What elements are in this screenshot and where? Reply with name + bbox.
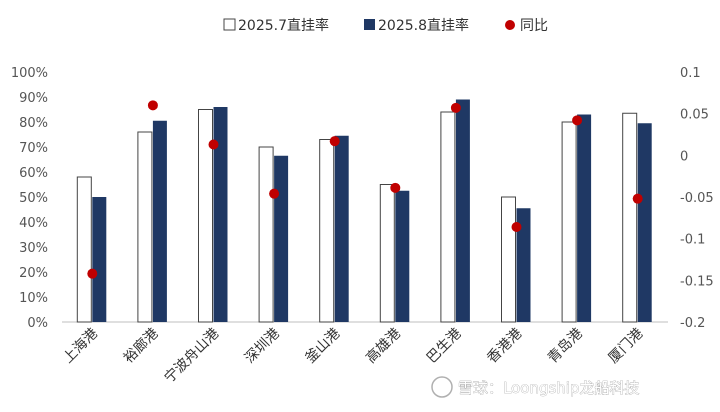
category-labels: 上海港 裕廊港 宁波舟山港 深圳港 釜山港 高雄港 巴生港 香港港 青岛港 厦门港 (60, 325, 646, 387)
yoy-point (329, 136, 340, 147)
bar-2025-8 (274, 155, 289, 322)
watermark-text: 雪球：Loongship龙船科技 (458, 379, 640, 397)
yoy-point (269, 188, 280, 199)
legend-swatch-2025-8 (364, 19, 375, 30)
right-tick-label: 0.05 (680, 108, 709, 123)
left-tick-label: 60% (19, 166, 48, 181)
bar-2025-8 (577, 114, 592, 322)
left-tick-label: 40% (19, 216, 48, 231)
left-tick-label: 50% (19, 191, 48, 206)
bar-2025-7 (137, 131, 153, 323)
bar-2025-7 (561, 121, 577, 323)
bar-2025-8 (516, 208, 531, 322)
legend-marker-yoy (505, 20, 515, 30)
category-label: 巴生港 (424, 326, 465, 367)
category-label: 深圳港 (242, 326, 283, 367)
yoy-point (147, 100, 158, 111)
left-axis: 0% 10% 20% 30% 40% 50% 60% 70% 80% 90% 100% (11, 66, 48, 331)
left-tick-label: 70% (19, 141, 48, 156)
category-label: 上海港 (60, 326, 101, 367)
right-tick-label: -0.15 (680, 274, 714, 289)
category-label: 高雄港 (362, 325, 404, 367)
bar-2025-7 (501, 196, 516, 323)
bar-2025-7 (440, 111, 456, 323)
category-label: 釜山港 (303, 326, 344, 367)
bar-2025-7 (622, 112, 638, 323)
category-label: 青岛港 (545, 326, 586, 367)
left-tick-label: 100% (11, 66, 48, 81)
bar-2025-8 (92, 197, 107, 322)
bar-2025-7 (319, 139, 335, 323)
bar-2025-8 (637, 123, 652, 322)
right-axis: -0.2 -0.15 -0.1 -0.05 0 0.05 0.1 (680, 66, 714, 331)
yoy-point (511, 222, 522, 232)
bar-2025-7 (76, 176, 92, 323)
legend: 2025.7直挂率 2025.8直挂率 同比 (223, 17, 548, 34)
category-label: 厦门港 (606, 326, 647, 367)
left-tick-label: 30% (19, 241, 48, 256)
left-tick-label: 80% (19, 116, 48, 131)
bar-2025-7 (198, 109, 213, 323)
bars (76, 99, 652, 323)
left-tick-label: 10% (19, 291, 48, 306)
legend-label-2025-8: 2025.8直挂率 (378, 17, 469, 34)
bar-2025-8 (334, 135, 349, 322)
right-tick-label: -0.05 (680, 191, 714, 206)
bar-2025-8 (455, 99, 470, 322)
bar-2025-8 (152, 120, 167, 322)
bar-2025-7 (379, 184, 395, 323)
right-tick-label: 0.1 (680, 66, 701, 81)
yoy-point (450, 102, 461, 113)
left-tick-label: 20% (19, 266, 48, 281)
legend-swatch-2025-7 (223, 18, 236, 31)
yoy-points (87, 100, 643, 279)
right-tick-label: -0.2 (680, 316, 705, 331)
yoy-point (87, 268, 98, 279)
bar-2025-7 (258, 146, 274, 323)
bar-2025-8 (213, 107, 228, 322)
category-label: 香港港 (484, 326, 525, 367)
watermark-logo-icon (431, 376, 453, 398)
category-label: 宁波舟山港 (161, 325, 223, 387)
yoy-point (208, 139, 219, 150)
right-tick-label: -0.1 (680, 233, 705, 248)
category-label: 裕廊港 (120, 325, 162, 367)
legend-label-yoy: 同比 (520, 18, 548, 34)
left-tick-label: 0% (27, 316, 48, 331)
right-tick-label: 0 (680, 149, 688, 164)
legend-label-2025-7: 2025.7直挂率 (238, 17, 329, 34)
yoy-point (572, 115, 583, 126)
bar-2025-8 (395, 190, 410, 322)
yoy-point (632, 193, 643, 204)
left-tick-label: 90% (19, 91, 48, 106)
watermark: 雪球：Loongship龙船科技 (431, 376, 640, 398)
yoy-point (390, 182, 401, 193)
